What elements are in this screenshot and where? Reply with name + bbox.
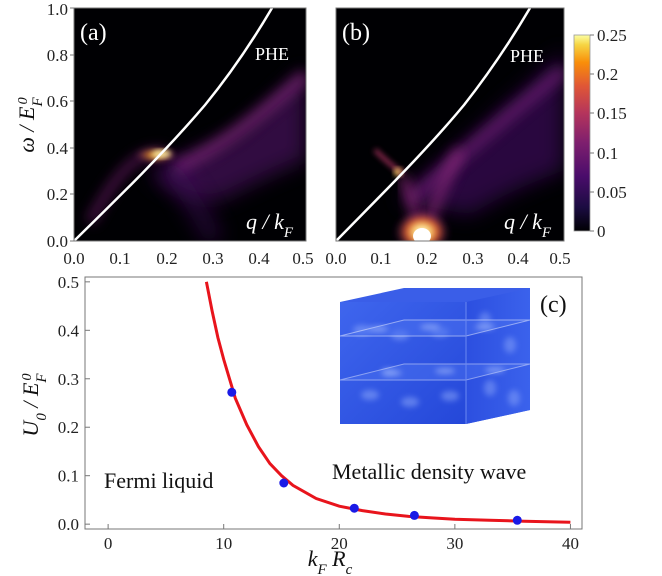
panel-c-label: (c) [540,292,567,318]
x-tick-label: 0.5 [549,249,570,268]
x-tick-label: 0 [104,534,113,553]
y-tick-label: 0.8 [47,46,68,65]
colorbar-gradient [573,34,591,232]
heatmap-a-intensity [85,69,306,241]
x-tick-label: 0.0 [63,249,84,268]
x-tick-label: 0.3 [462,249,483,268]
x-tick-label: 0.1 [370,249,391,268]
x-tick-label: 0.5 [292,249,313,268]
x-tick-label: 20 [331,534,348,553]
x-ticks-c: 0 10 20 30 40 [104,524,579,553]
colorbar-tick-label: 0.2 [597,65,618,84]
y-tick-label: 0.0 [58,515,79,534]
y-ticks-c: 0.0 0.1 0.2 0.3 0.4 0.5 [58,273,90,534]
x-tick-label: 10 [215,534,232,553]
colorbar-tick-label: 0 [597,222,606,241]
x-tick-label: 0.0 [325,249,346,268]
y-axis-title-a: ω / EF0 [14,97,46,153]
x-tick-label: 0.4 [507,249,529,268]
y-tick-label: 0.4 [58,321,80,340]
x-tick-label: 0.4 [248,249,270,268]
fit-curve-series [204,281,571,524]
y-tick-label: 0.2 [47,185,68,204]
y-axis-title-c: U0 / EF0 [18,373,50,437]
x-tick-label: 0.2 [416,249,437,268]
phe-label-b: PHE [510,46,544,66]
y-tick-label: 0.2 [58,418,79,437]
x-tick-label: 0.2 [156,249,177,268]
colorbar: 0 0.05 0.1 0.15 0.2 0.25 [573,26,627,241]
data-point [227,387,237,397]
x-tick-label: 40 [562,534,579,553]
y-tick-label: 0.1 [58,467,79,486]
data-point [279,478,289,488]
phe-boundary-line-b [335,7,532,242]
colorbar-tick-label: 0.05 [597,183,627,202]
y-tick-label: 1.0 [47,0,68,19]
data-point [409,510,419,520]
x-tick-label: 0.1 [109,249,130,268]
panel-a-label: (a) [80,20,107,46]
metallic-density-wave-label: Metallic density wave [332,459,526,484]
y-tick-label: 0.4 [47,139,69,158]
data-point [512,515,522,525]
y-ticks-a: 0.0 0.2 0.4 0.6 0.8 1.0 [47,0,74,251]
colorbar-tick-label: 0.15 [597,104,627,123]
x-tick-label: 0.3 [202,249,223,268]
panel-b: (b) PHE q / kF 0.0 0.1 0.2 0.3 0.4 0.5 [325,7,571,268]
panel-a: (a) PHE q / kF 0.0 0.2 0.4 0.6 0.8 1.0 0… [14,0,314,268]
y-tick-label: 0.0 [47,232,68,251]
panel-a-frame [73,7,307,242]
density-wave-cube-illustration [339,288,531,424]
x-ticks-a: 0.0 0.1 0.2 0.3 0.4 0.5 [63,249,313,268]
phe-label-a: PHE [255,44,289,64]
panel-c-plot-area [204,281,571,525]
heatmap-b-intensity [373,50,564,241]
y-tick-label: 0.6 [47,92,68,111]
panel-b-label: (b) [342,20,370,46]
x-ticks-b: 0.0 0.1 0.2 0.3 0.4 0.5 [325,249,570,268]
x-tick-label: 30 [446,534,463,553]
phe-boundary-line-a [73,7,274,242]
y-tick-label: 0.5 [58,273,79,292]
colorbar-tick-label: 0.25 [597,26,627,45]
fermi-liquid-label: Fermi liquid [104,468,213,493]
colorbar-tick-label: 0.1 [597,144,618,163]
y-tick-label: 0.3 [58,370,79,389]
data-point [349,503,359,513]
panel-c: (c) Fermi liquid Metallic density wave 0… [18,273,583,576]
panel-b-frame [335,7,565,242]
